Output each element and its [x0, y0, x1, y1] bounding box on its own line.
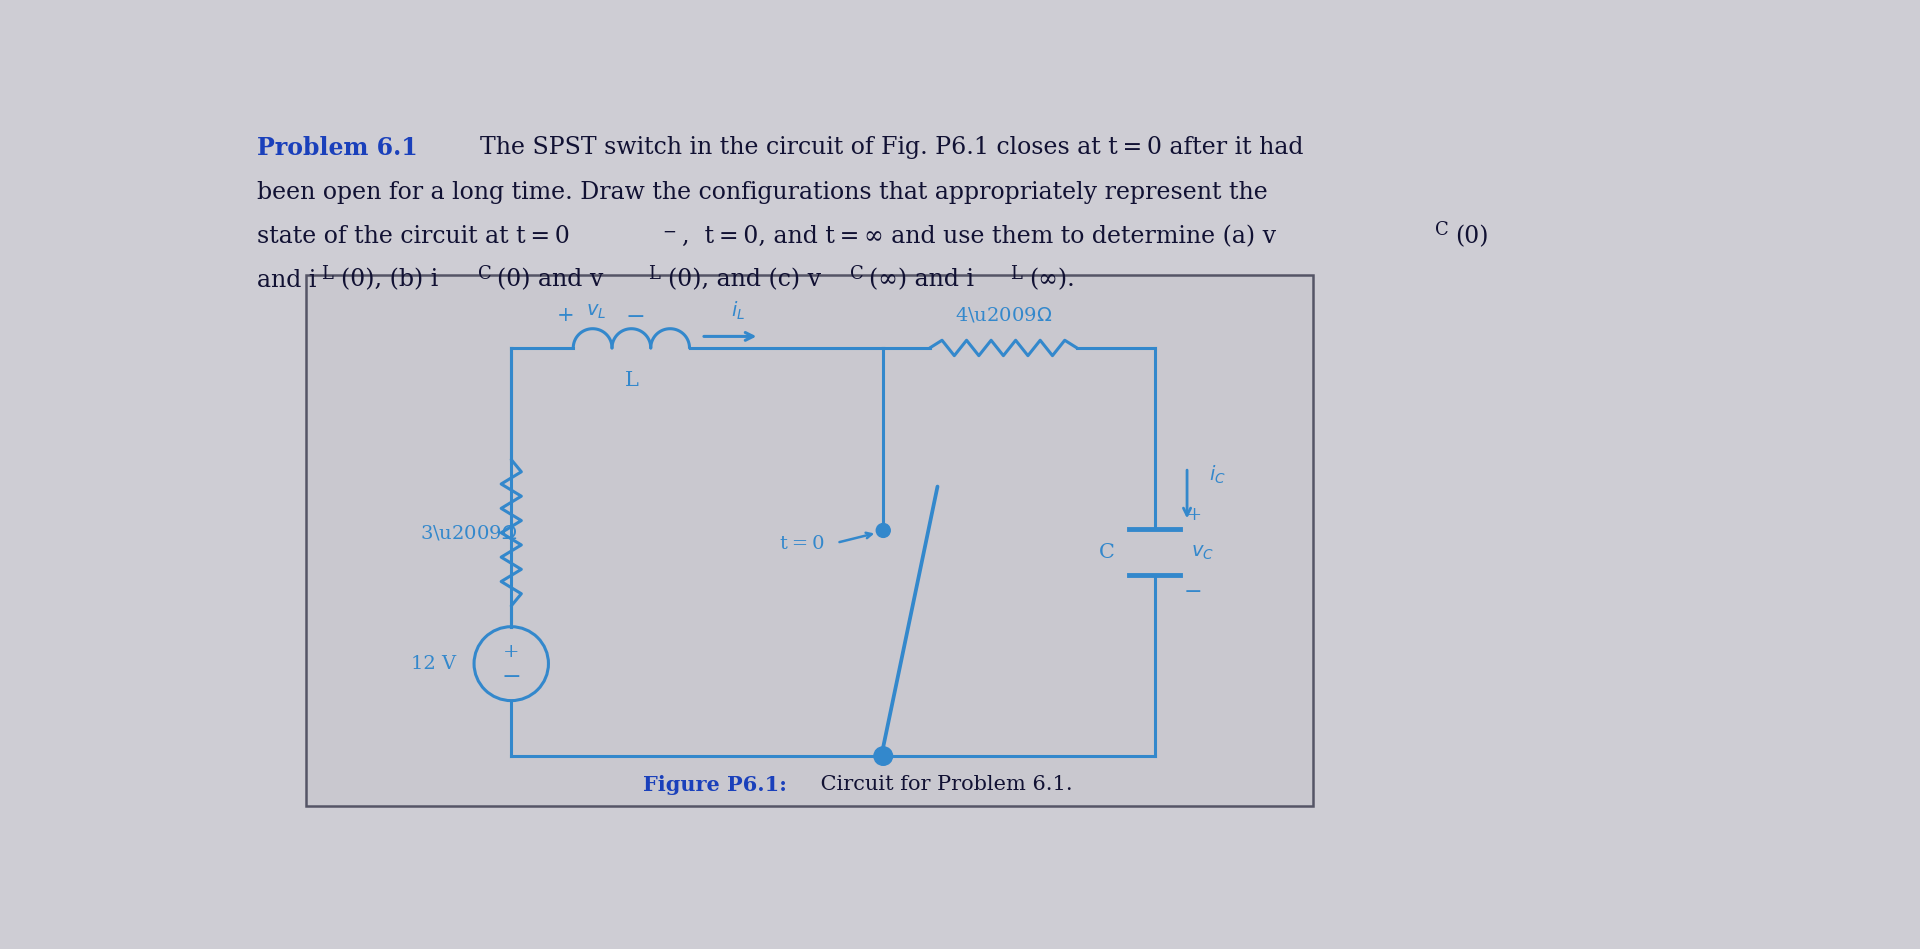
Text: (∞) and i: (∞) and i: [870, 269, 973, 291]
Text: (0) and v: (0) and v: [497, 269, 603, 291]
Text: been open for a long time. Draw the configurations that appropriately represent : been open for a long time. Draw the conf…: [257, 181, 1267, 204]
Text: (0), and (c) v: (0), and (c) v: [668, 269, 822, 291]
Circle shape: [876, 524, 891, 537]
Text: (0), (b) i: (0), (b) i: [340, 269, 438, 291]
Circle shape: [874, 747, 893, 765]
Text: L: L: [624, 371, 637, 390]
Text: $v_C$: $v_C$: [1190, 543, 1213, 562]
Text: (∞).: (∞).: [1029, 269, 1075, 291]
Text: and i: and i: [257, 269, 317, 291]
Text: t = 0: t = 0: [780, 535, 824, 553]
Text: C: C: [478, 265, 492, 283]
Text: Problem 6.1: Problem 6.1: [257, 137, 419, 160]
Text: −: −: [1185, 581, 1202, 603]
Text: 3\u2009$\Omega$: 3\u2009$\Omega$: [420, 523, 516, 542]
Text: Circuit for Problem 6.1.: Circuit for Problem 6.1.: [814, 775, 1071, 794]
Text: C: C: [1434, 221, 1450, 239]
Text: state of the circuit at t = 0: state of the circuit at t = 0: [257, 225, 570, 248]
Text: −: −: [662, 224, 676, 241]
Text: −: −: [501, 666, 520, 689]
Text: $i_L$: $i_L$: [732, 300, 745, 322]
Text: L: L: [1010, 265, 1021, 283]
Text: $i_C$: $i_C$: [1210, 464, 1225, 486]
Text: +: +: [557, 307, 574, 326]
Text: +: +: [503, 643, 520, 661]
Text: ,  t = 0, and t = ∞ and use them to determine (a) v: , t = 0, and t = ∞ and use them to deter…: [682, 225, 1277, 248]
Text: 4\u2009$\Omega$: 4\u2009$\Omega$: [954, 306, 1052, 325]
Text: C: C: [1098, 543, 1114, 562]
Text: L: L: [321, 265, 334, 283]
Text: 12 V: 12 V: [411, 655, 457, 673]
Text: $v_L$: $v_L$: [586, 302, 607, 321]
FancyBboxPatch shape: [305, 275, 1313, 806]
Text: +: +: [1187, 506, 1200, 524]
Text: Figure P6.1:: Figure P6.1:: [643, 774, 787, 794]
Text: C: C: [851, 265, 864, 283]
Text: (0): (0): [1455, 225, 1488, 248]
Text: −: −: [626, 306, 645, 328]
Text: L: L: [649, 265, 660, 283]
Text: The SPST switch in the circuit of Fig. P6.1 closes at t = 0 after it had: The SPST switch in the circuit of Fig. P…: [465, 137, 1304, 159]
